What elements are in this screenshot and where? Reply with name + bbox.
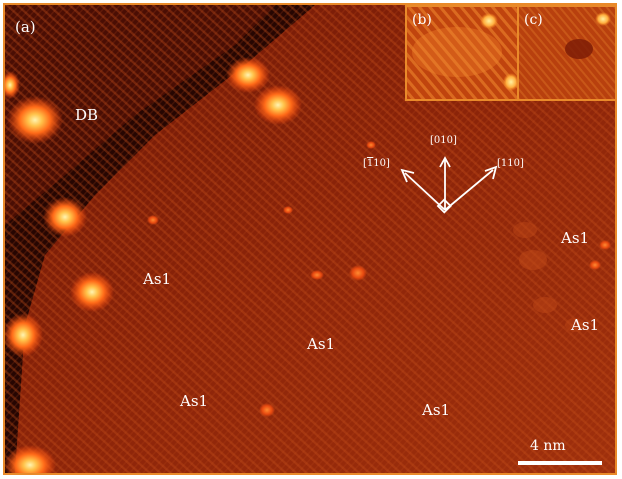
as1-label: As1 <box>561 229 590 247</box>
bright-feature <box>5 313 43 357</box>
as1-label: As1 <box>422 401 451 419</box>
arrow-010-head <box>439 156 451 168</box>
stm-image-panel-a: (a) DB As1 As1 As1 As1 As1 As1 [010] [11… <box>3 3 617 475</box>
bright-rows <box>519 250 547 270</box>
inset-b-feature <box>503 73 517 91</box>
bright-feature <box>254 85 302 125</box>
inset-c-feature <box>595 12 611 26</box>
defect <box>147 215 159 225</box>
defect <box>599 240 611 250</box>
arrow-110 <box>444 169 494 211</box>
arrow-origin <box>436 198 452 214</box>
defect <box>589 260 601 270</box>
arrow-m110-head <box>400 168 415 183</box>
db-label: DB <box>75 106 99 124</box>
inset-c-vacancy <box>565 39 593 59</box>
bright-rows <box>513 222 537 238</box>
as1-label: As1 <box>307 335 336 353</box>
db-feature <box>7 96 63 144</box>
defect <box>259 403 275 417</box>
defect <box>349 265 367 281</box>
direction-m110-label: [110] <box>363 158 390 169</box>
panel-a-label: (a) <box>15 18 36 36</box>
panel-b-label: (b) <box>412 12 432 28</box>
bright-feature <box>43 197 87 237</box>
bright-feature <box>5 445 56 473</box>
as1-label: As1 <box>180 392 209 410</box>
scale-bar-label: 4 nm <box>530 438 566 454</box>
inset-panel-c: (c) <box>517 5 615 101</box>
inset-b-feature <box>480 13 498 29</box>
panel-c-label: (c) <box>524 12 543 28</box>
arrow-m110 <box>404 172 446 211</box>
inset-b-image <box>407 7 517 99</box>
direction-arrows <box>400 156 498 214</box>
defect <box>366 141 376 149</box>
defect <box>283 206 293 214</box>
direction-110-label: [110] <box>497 158 524 169</box>
arrow-110-head <box>484 165 498 180</box>
inset-panel-b: (b) <box>405 5 519 101</box>
bright-rows <box>565 318 585 332</box>
bright-rows <box>533 297 557 313</box>
as1-label: As1 <box>143 270 172 288</box>
defect <box>310 270 324 280</box>
scale-bar <box>518 461 602 465</box>
inset-c-image <box>519 7 615 99</box>
direction-010-label: [010] <box>430 135 457 146</box>
bright-feature <box>5 71 20 99</box>
as1-label: As1 <box>571 316 600 334</box>
bright-feature <box>70 272 114 312</box>
bright-feature <box>226 57 270 93</box>
